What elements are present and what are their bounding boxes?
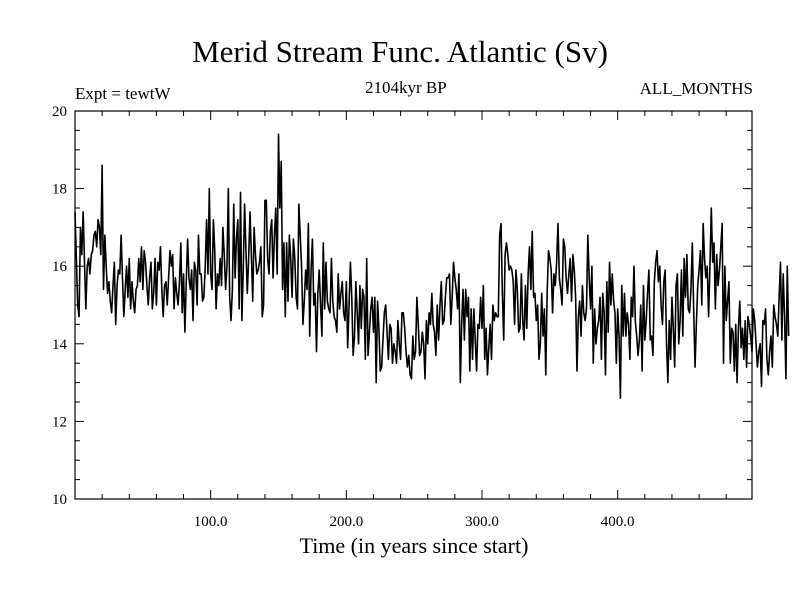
y-tick-label: 20 [52,104,67,120]
x-tick-label: 100.0 [194,514,228,530]
period-label: 2104kyr BP [365,78,447,97]
months-label: ALL_MONTHS [639,79,753,98]
chart-title: Merid Stream Func. Atlantic (Sv) [192,34,608,69]
experiment-label: Expt = tewtW [75,84,171,103]
x-tick-label: 400.0 [601,514,635,530]
series-line [74,133,790,399]
x-tick-label: 300.0 [465,514,499,530]
x-tick-label: 200.0 [329,514,363,530]
y-tick-label: 12 [52,414,67,430]
y-tick-label: 14 [52,337,68,353]
x-axis-label: Time (in years since start) [300,533,529,558]
plot-frame [74,110,753,500]
y-tick-label: 16 [52,259,68,275]
y-tick-label: 10 [52,492,67,508]
y-tick-label: 18 [52,182,67,198]
